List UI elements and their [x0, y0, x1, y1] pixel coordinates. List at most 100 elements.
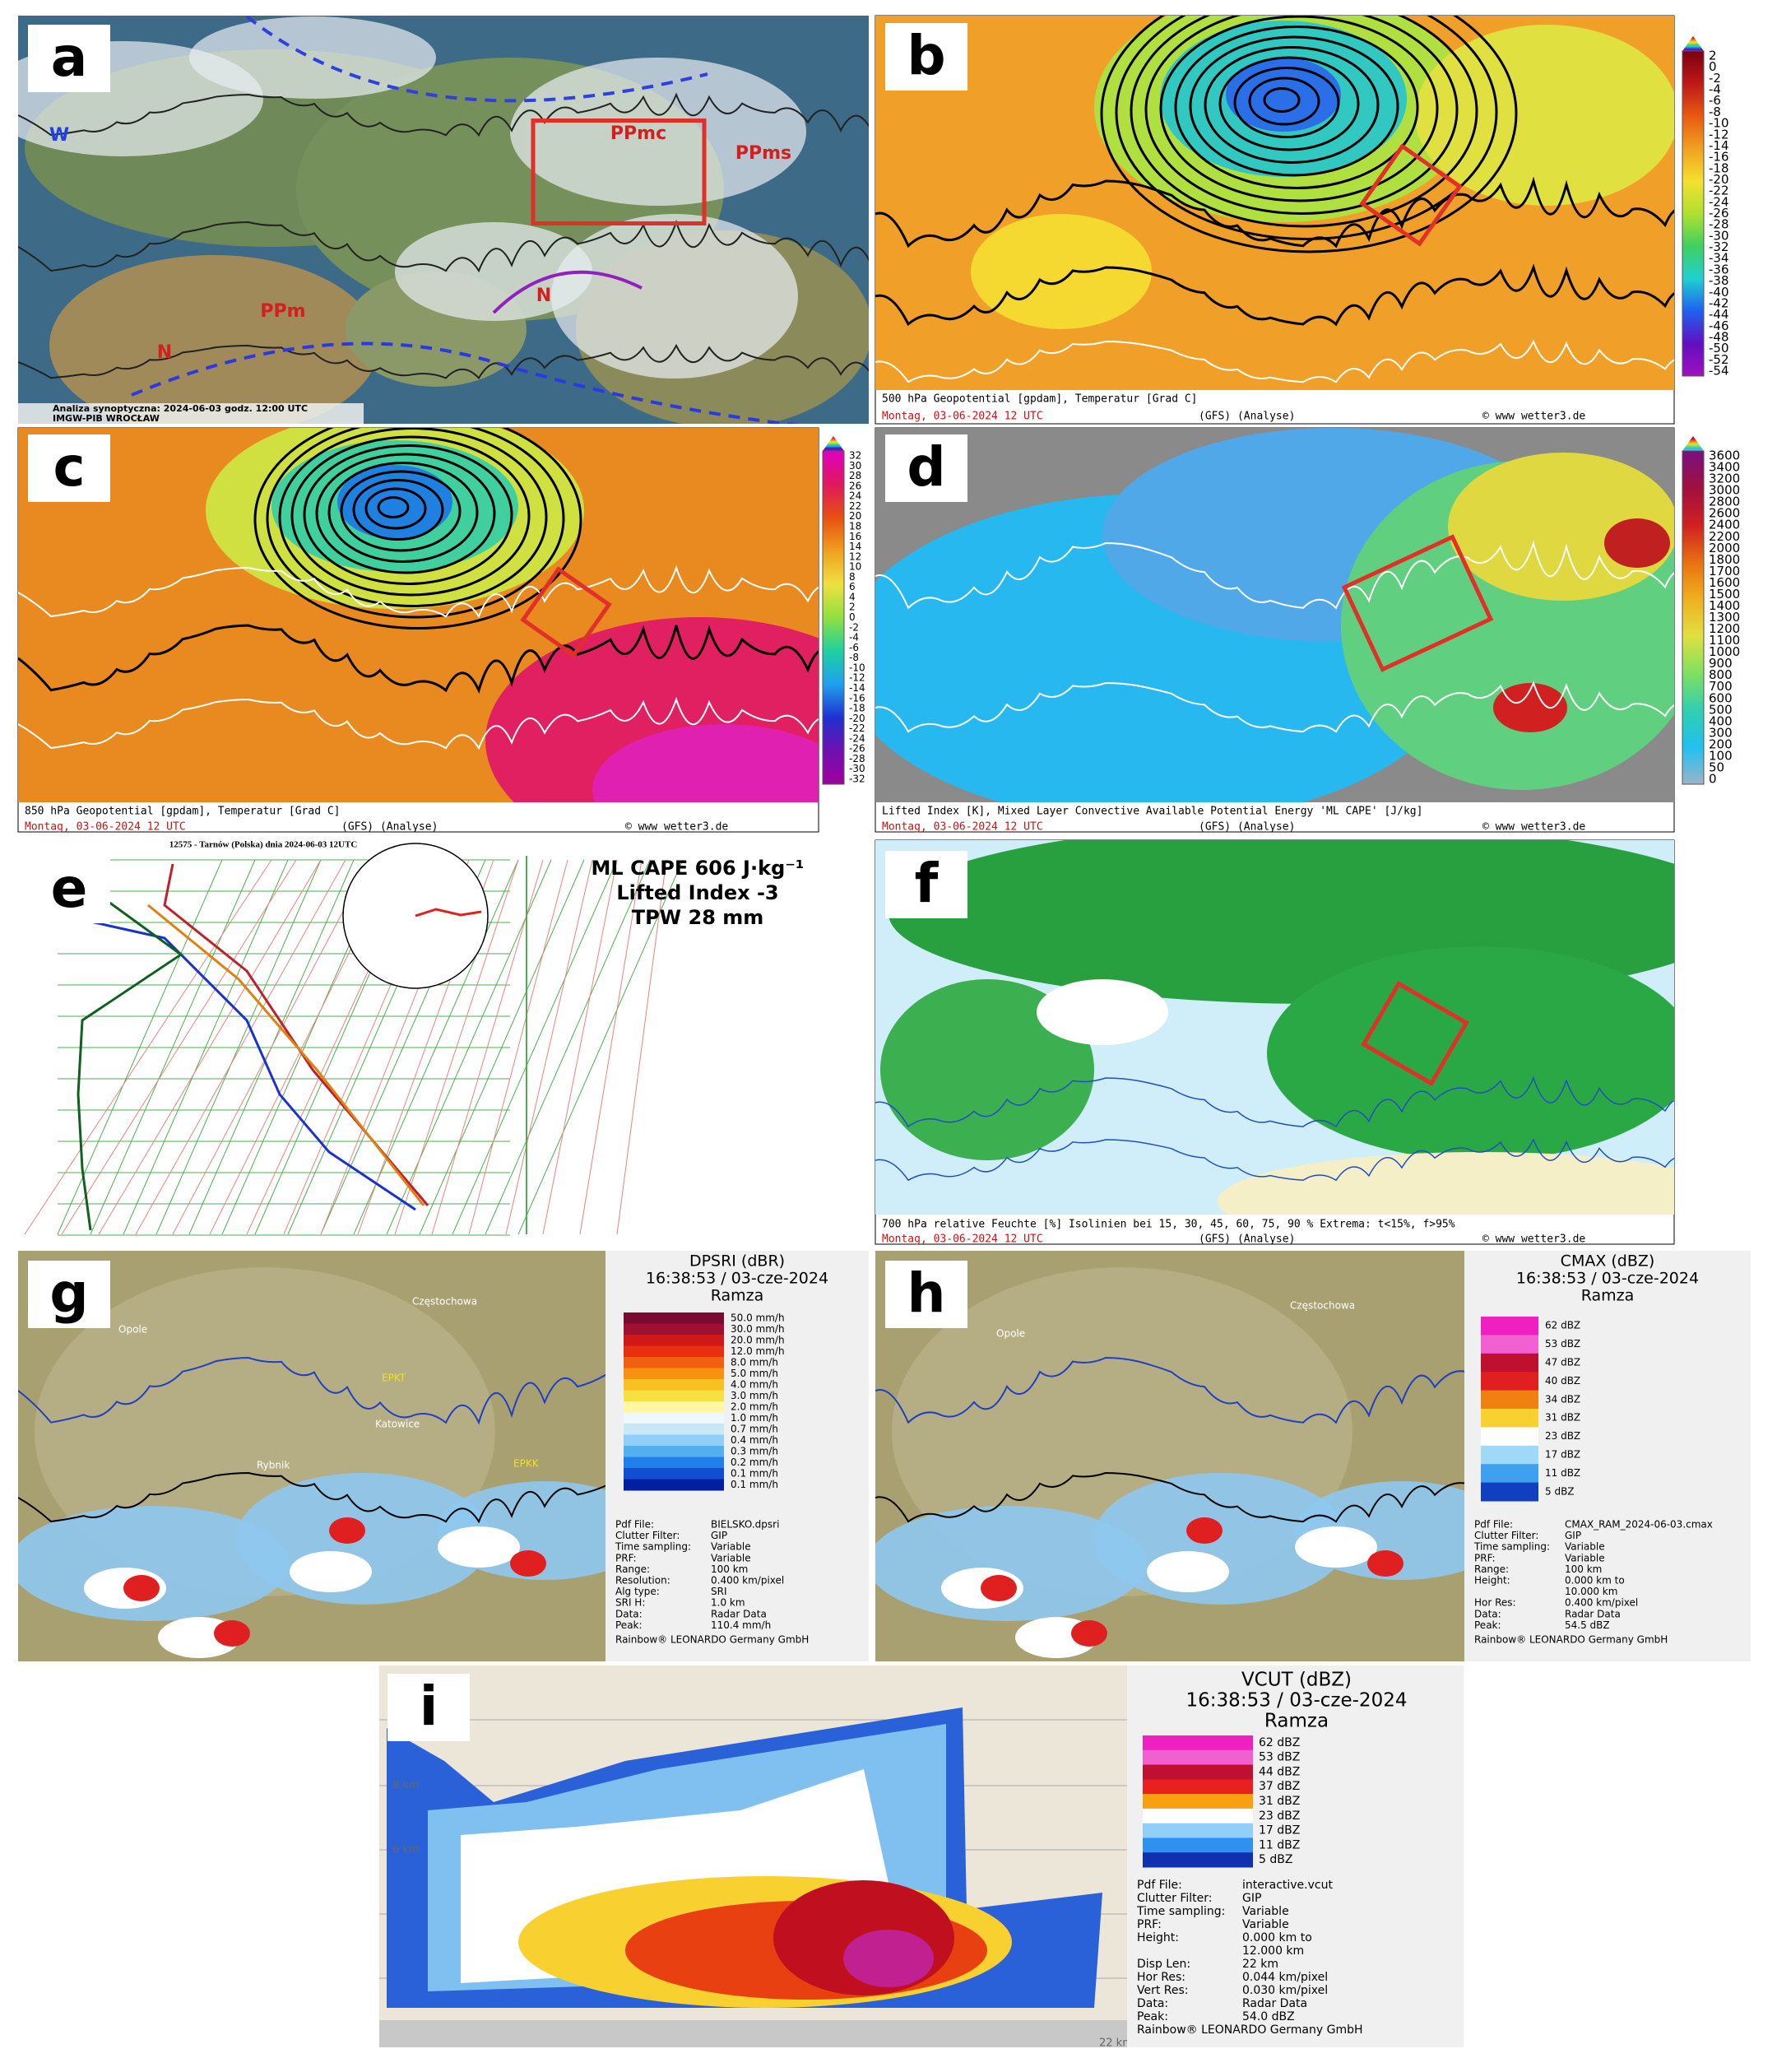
- contour: [1233, 67, 1340, 138]
- radar-title: DPSRI (dBR): [689, 1252, 785, 1271]
- colorbar-label: 300: [1709, 725, 1733, 740]
- cloud: [395, 222, 592, 321]
- place-name: Opole: [118, 1324, 147, 1336]
- colorbar-label: 0: [849, 611, 856, 623]
- contour: [18, 620, 819, 694]
- geopotential-map: [18, 428, 819, 802]
- colorbar-label: -12: [1709, 127, 1729, 142]
- legend-label: 0.4 mm/h: [731, 1434, 778, 1446]
- info-key: Resolution:: [615, 1575, 670, 1587]
- info-value: Radar Data: [711, 1608, 767, 1619]
- radar-title: Ramza: [1581, 1287, 1635, 1305]
- legend-label: 11 dBZ: [1259, 1838, 1300, 1851]
- contour: [364, 487, 427, 530]
- wind-profile: [77, 887, 183, 1231]
- colorbar-label: 16: [849, 531, 861, 542]
- panel-letter: d: [907, 435, 945, 499]
- legend-swatch: [624, 1390, 724, 1402]
- panel-letter: h: [907, 1261, 946, 1325]
- adiabat: [61, 859, 297, 1235]
- place-name: Katowice: [375, 1419, 420, 1430]
- legend-swatch: [1481, 1445, 1538, 1465]
- colorbar-label: -16: [1709, 150, 1729, 165]
- contour: [1218, 56, 1360, 151]
- letter-box: [28, 434, 110, 502]
- colorbar-label: 2200: [1709, 529, 1740, 544]
- echo-strong: [981, 1575, 1017, 1601]
- legend-label: 17 dBZ: [1259, 1824, 1300, 1837]
- occlusion: [492, 270, 643, 314]
- contour: [340, 470, 462, 552]
- contour: [875, 681, 1674, 733]
- letter-box: [885, 434, 967, 502]
- info-value: SRI: [711, 1586, 727, 1597]
- land: [49, 255, 378, 424]
- colorbar-label: 18: [849, 520, 861, 532]
- adiabat: [542, 859, 618, 1235]
- info-value: 0.000 km to: [1242, 1931, 1312, 1944]
- legend-label: 23 dBZ: [1259, 1810, 1300, 1823]
- front-label: N: [157, 342, 172, 363]
- legend-swatch: [624, 1401, 724, 1413]
- info-key: PRF:: [1137, 1918, 1162, 1931]
- study-area-box: [1359, 143, 1463, 247]
- colorbar-label: 8: [849, 571, 856, 583]
- colorbar-label: -34: [1709, 251, 1729, 266]
- legend-swatch: [624, 1368, 724, 1380]
- contour: [377, 496, 410, 518]
- isotherm: [517, 859, 684, 1235]
- credit: Rainbow® LEONARDO Germany GmbH: [1137, 2023, 1363, 2037]
- contour: [875, 1075, 1674, 1128]
- legend-label: 0.7 mm/h: [731, 1423, 778, 1434]
- legend-swatch: [624, 1456, 724, 1469]
- colorbar-label: -40: [1709, 285, 1729, 300]
- legend-label: 5.0 mm/h: [731, 1368, 778, 1379]
- colorbar-label: -24: [1709, 194, 1729, 209]
- info-key: Height:: [1137, 1931, 1179, 1944]
- info-key: PRF:: [615, 1552, 637, 1563]
- info-value: 10.000 km: [1565, 1586, 1617, 1597]
- colorbar-label: -36: [1709, 262, 1729, 276]
- vertical-cut: [379, 1665, 1127, 2047]
- colorbar-label: 1500: [1709, 587, 1740, 602]
- info-value: CMAX_RAM_2024-06-03.cmax: [1565, 1519, 1713, 1531]
- colorbar-label: 900: [1709, 656, 1733, 671]
- colorbar-label: 24: [849, 490, 861, 502]
- cloud: [189, 16, 436, 99]
- info-key: Clutter Filter:: [1474, 1530, 1538, 1541]
- cloud: [551, 214, 798, 379]
- colorbar-label: 0: [1709, 59, 1717, 74]
- colorbar-label: 400: [1709, 713, 1733, 728]
- legend-swatch: [1143, 1808, 1253, 1824]
- legend-label: 11 dBZ: [1545, 1467, 1580, 1479]
- legend-swatch: [1481, 1317, 1538, 1336]
- colorbar-label: -2: [849, 621, 859, 633]
- colorbar-label: -28: [1709, 217, 1729, 232]
- colorbar-label: 500: [1709, 702, 1733, 717]
- legend-label: 62 dBZ: [1545, 1320, 1580, 1331]
- contour: [18, 696, 819, 750]
- colorbar-label: -44: [1709, 307, 1729, 322]
- legend-label: 8.0 mm/h: [731, 1356, 778, 1368]
- adiabat: [579, 859, 643, 1235]
- mid-cape: [1448, 453, 1674, 601]
- contour: [875, 540, 1674, 610]
- panel-letter: i: [420, 1675, 438, 1738]
- legend-label: 30.0 mm/h: [731, 1323, 785, 1335]
- letter-box: [885, 1261, 967, 1328]
- colorbar-label: -26: [1709, 206, 1729, 221]
- contour: [1263, 87, 1301, 113]
- colorbar-label: 600: [1709, 690, 1733, 705]
- place-name: EPKT: [382, 1373, 406, 1384]
- panel-letter: b: [907, 24, 945, 87]
- info-value: 0.000 km to: [1565, 1575, 1625, 1587]
- contour: [1130, 16, 1478, 228]
- info-value: Radar Data: [1242, 1997, 1307, 2010]
- info-value: 0.030 km/pixel: [1242, 1984, 1328, 1997]
- legend-label: 1.0 mm/h: [731, 1412, 778, 1424]
- colorbar-label: 1400: [1709, 598, 1740, 613]
- legend-swatch: [1143, 1764, 1253, 1780]
- river: [875, 1356, 1464, 1424]
- info-value: 0.400 km/pixel: [1565, 1597, 1638, 1609]
- legend-label: 5 dBZ: [1259, 1853, 1292, 1866]
